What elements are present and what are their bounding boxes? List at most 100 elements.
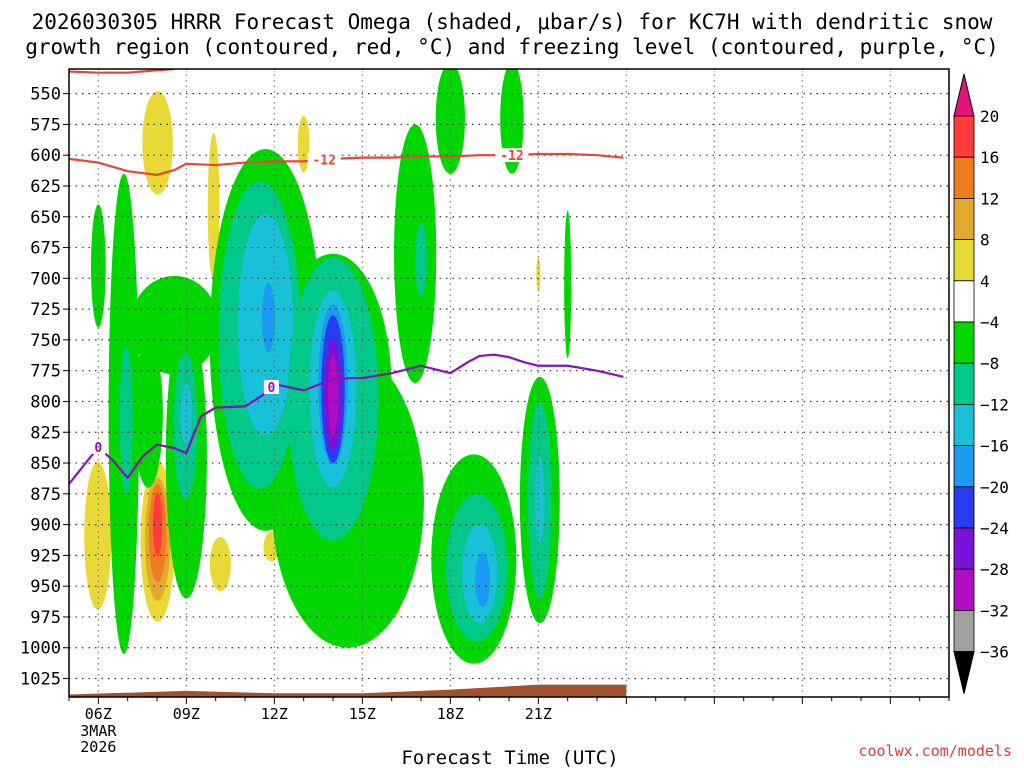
colorbar-bin-5 <box>953 321 975 364</box>
y-tick-label-700: 700 <box>30 269 61 289</box>
omega-region-teal-17z <box>415 222 427 297</box>
y-tick-label-875: 875 <box>30 485 61 505</box>
x-tick-label-12Z: 12Z <box>261 705 288 723</box>
colorbar-bin-2 <box>953 197 975 240</box>
omega-region-magenta-14z <box>328 354 338 436</box>
dgz-contour-minus12-label-1: -12 <box>500 149 523 164</box>
omega-region-yellow-10z <box>207 133 220 281</box>
colorbar-bin-8 <box>953 445 975 488</box>
y-tick-label-850: 850 <box>30 454 61 474</box>
y-tick-label-925: 925 <box>30 546 61 566</box>
y-tick-label-825: 825 <box>30 423 61 443</box>
colorbar-bin-6 <box>953 362 975 405</box>
colorbar-label-10: −24 <box>980 519 1009 538</box>
colorbar-label-0: 20 <box>980 107 999 126</box>
contour-lines-layer: -12 -12 0 0 <box>69 69 624 485</box>
colorbar-top-arrow <box>953 73 975 117</box>
dgz-contour-minus12-label-bg-0 <box>307 152 341 167</box>
omega-region-green-08z-left <box>133 339 163 488</box>
y-tick-label-975: 975 <box>30 608 61 628</box>
omega-region-blue-12z <box>262 283 275 353</box>
freezing-level-contour-label-1: 0 <box>267 381 275 396</box>
chart-title-line-2: growth region (contoured, red, °C) and f… <box>25 35 999 59</box>
y-tick-label-625: 625 <box>30 177 61 197</box>
y-tick-label-650: 650 <box>30 208 61 228</box>
freezing-level-contour-label-bg-1 <box>263 380 279 395</box>
colorbar-bin-9 <box>953 486 975 529</box>
colorbar-bin-12 <box>953 610 975 653</box>
colorbar-label-2: 12 <box>980 189 999 208</box>
colorbar-label-3: 8 <box>980 231 990 250</box>
colorbar-bin-0 <box>953 115 975 158</box>
x-tick-sublabel-3MAR: 3MAR <box>80 722 117 740</box>
x-tick-label-18Z: 18Z <box>437 705 464 723</box>
y-tick-label-675: 675 <box>30 239 61 259</box>
omega-region-yellow-10z-low <box>209 536 231 592</box>
colorbar: 20 16 12 8 4 −4 −8 −12 −16 −20 −24 −28 −32 −36 <box>953 73 1009 694</box>
colorbar-label-5: −4 <box>980 313 999 332</box>
chart-title-line-1: 2026030305 HRRR Forecast Omega (shaded, … <box>32 10 993 34</box>
y-tick-label-550: 550 <box>30 85 61 105</box>
omega-region-green-06z-tower <box>91 204 106 328</box>
y-axis: 550 575 600 625 650 675 700 725 750 775 800 825 850 8… <box>20 85 69 690</box>
y-tick-label-1025: 1025 <box>20 670 61 690</box>
colorbar-label-4: 4 <box>980 272 990 291</box>
colorbar-label-13: −36 <box>980 643 1009 662</box>
omega-region-red-08z <box>152 492 163 557</box>
omega-region-green-18z-top <box>435 69 465 174</box>
x-tick-label-15Z: 15Z <box>349 705 376 723</box>
freezing-level-contour-label-0: 0 <box>94 441 102 456</box>
omega-region-yellow-06z <box>84 461 112 610</box>
omega-region-teal-07z <box>119 346 133 494</box>
credit-text: coolwx.com/models <box>858 742 1012 760</box>
y-tick-label-775: 775 <box>30 362 61 382</box>
y-tick-label-800: 800 <box>30 392 61 412</box>
colorbar-label-6: −8 <box>980 354 999 373</box>
y-tick-label-600: 600 <box>30 146 61 166</box>
colorbar-bin-11 <box>953 568 975 611</box>
omega-region-green-22z-thin <box>564 210 572 359</box>
omega-shading-layer <box>84 69 572 664</box>
x-axis-title: Forecast Time (UTC) <box>401 747 618 768</box>
y-tick-label-725: 725 <box>30 300 61 320</box>
x-tick-label-21Z: 21Z <box>525 705 552 723</box>
colorbar-label-12: −32 <box>980 601 1009 620</box>
colorbar-label-7: −12 <box>980 395 1009 414</box>
terrain-band <box>69 684 627 697</box>
freezing-level-contour-label-bg-0 <box>90 440 106 455</box>
terrain-layer <box>69 684 627 697</box>
colorbar-bin-4 <box>953 280 975 323</box>
y-tick-label-750: 750 <box>30 331 61 351</box>
y-tick-label-1000: 1000 <box>20 639 61 659</box>
colorbar-bottom-arrow <box>953 651 975 694</box>
omega-region-yellow-top-08z <box>142 91 173 195</box>
x-tick-label-06Z: 06Z <box>85 705 112 723</box>
dgz-top-contour <box>69 69 175 74</box>
colorbar-label-1: 16 <box>980 148 999 167</box>
omega-region-blue-19z <box>475 552 490 608</box>
omega-region-green-17z-tower <box>394 124 437 383</box>
x-tick-label-09Z: 09Z <box>173 705 200 723</box>
y-tick-label-950: 950 <box>30 577 61 597</box>
colorbar-bin-7 <box>953 403 975 446</box>
omega-region-green-20z-top <box>500 69 524 174</box>
dgz-contour-minus12-label-0: -12 <box>312 154 335 169</box>
grid-layer <box>69 69 949 697</box>
colorbar-label-11: −28 <box>980 560 1009 579</box>
x-tick-sublabel-2026: 2026 <box>80 738 116 756</box>
colorbar-bin-3 <box>953 239 975 282</box>
freezing-level-contour <box>69 353 624 485</box>
colorbar-label-9: −20 <box>980 478 1009 497</box>
colorbar-bin-10 <box>953 527 975 570</box>
colorbar-bin-1 <box>953 156 975 199</box>
colorbar-label-8: −16 <box>980 437 1009 456</box>
omega-region-yellow-22z <box>536 257 541 292</box>
omega-region-cyan-09z <box>180 383 193 445</box>
y-tick-label-900: 900 <box>30 516 61 536</box>
plot-area: -12 -12 0 0 <box>69 69 949 697</box>
omega-region-yellow-top-13z <box>297 115 310 173</box>
dgz-contour-minus12-label-bg-1 <box>495 148 529 163</box>
omega-region-cyan-21z <box>535 456 545 544</box>
